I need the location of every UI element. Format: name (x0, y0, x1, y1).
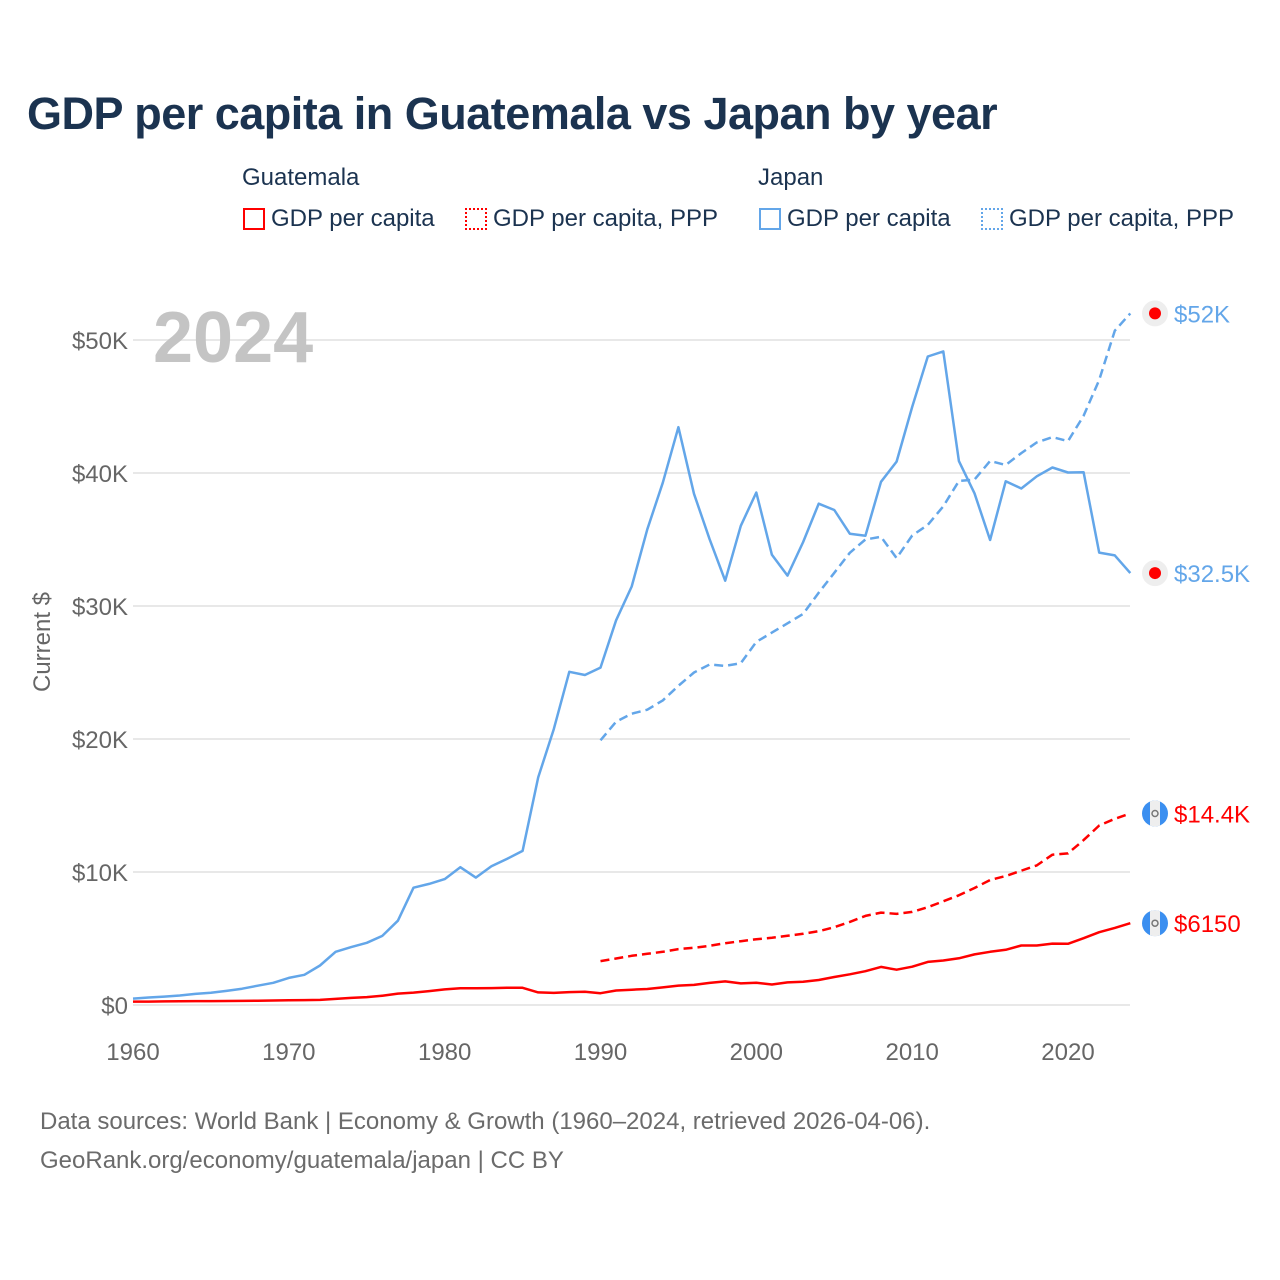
x-tick-label: 1990 (574, 1039, 627, 1066)
legend-swatch-solid (243, 208, 265, 230)
series-line-guatemala-gdp-per-capita (133, 922, 1131, 1003)
series-line-japan-gdp-per-capita (132, 350, 1132, 1000)
legend-label: GDP per capita, PPP (493, 205, 718, 232)
end-value-label: $52K (1174, 301, 1230, 328)
x-tick-label: 2020 (1041, 1039, 1094, 1066)
series-line-guatemala-gdp-per-capita-ppp (600, 812, 1131, 963)
x-tick-label: 1960 (106, 1039, 159, 1066)
end-marker: $32.5K (1142, 560, 1250, 588)
end-marker: $14.4K (1142, 800, 1250, 828)
y-tick-label: $30K (72, 594, 128, 621)
legend-group-guatemala: Guatemala (242, 164, 360, 191)
legend-item-japan-gdp[interactable]: GDP per capita (759, 205, 951, 233)
legend-group-japan: Japan (758, 164, 824, 191)
x-tick-label: 1980 (418, 1039, 471, 1066)
footer-sources: Data sources: World Bank | Economy & Gro… (40, 1108, 931, 1135)
y-tick-label: $20K (72, 727, 128, 754)
legend-item-guatemala-gdp[interactable]: GDP per capita (243, 205, 435, 233)
chart-title: GDP per capita in Guatemala vs Japan by … (27, 88, 998, 139)
y-tick-label: $50K (72, 328, 128, 355)
legend-swatch-dotted (981, 208, 1003, 230)
end-value-label: $32.5K (1174, 561, 1250, 588)
end-value-label: $14.4K (1174, 801, 1250, 828)
legend-label: GDP per capita (271, 205, 435, 232)
y-tick-label: $0 (101, 993, 128, 1020)
end-marker: $52K (1142, 300, 1230, 328)
y-tick-label: $40K (72, 461, 128, 488)
flag-sun (1149, 307, 1161, 320)
footer-link[interactable]: GeoRank.org/economy/guatemala/japan | CC… (40, 1147, 564, 1174)
legend-swatch-dotted (465, 208, 487, 230)
legend-item-japan-ppp[interactable]: GDP per capita, PPP (981, 205, 1234, 233)
flag-sun (1149, 567, 1161, 580)
x-tick-label: 1970 (262, 1039, 315, 1066)
x-tick-label: 2010 (885, 1039, 938, 1066)
year-watermark: 2024 (153, 298, 313, 378)
legend-swatch-solid (759, 208, 781, 230)
guatemala-flag-icon (1142, 910, 1168, 937)
legend-label: GDP per capita, PPP (1009, 205, 1234, 232)
series-line-japan-gdp-per-capita-ppp (599, 312, 1132, 742)
legend-label: GDP per capita (787, 205, 951, 232)
line-chart: $0 $10K $20K $30K $40K $50K 1960 1970 1980 1990 20… (29, 298, 1250, 1066)
guatemala-flag-icon (1142, 800, 1168, 827)
end-value-label: $6150 (1174, 911, 1241, 938)
x-tick-label: 2000 (730, 1039, 783, 1066)
end-marker: $6150 (1142, 910, 1241, 938)
legend-item-guatemala-ppp[interactable]: GDP per capita, PPP (465, 205, 718, 233)
y-tick-label: $10K (72, 860, 128, 887)
y-axis-label: Current $ (29, 592, 56, 692)
